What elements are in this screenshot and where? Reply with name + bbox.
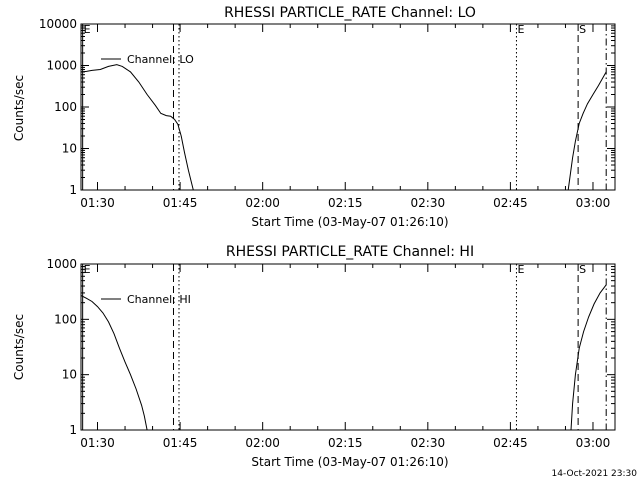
panel-0-marker-letter: E xyxy=(84,23,91,36)
panel-0-ytick-label: 10 xyxy=(62,142,77,156)
panel-hi-xlabel: Start Time (03-May-07 01:26:10) xyxy=(251,455,448,469)
panel-1-xtick-label: 02:00 xyxy=(245,436,280,450)
panel-1-ytick-label: 1 xyxy=(69,423,77,437)
panel-0-ytick-label: 1 xyxy=(69,183,77,197)
panel-1-xtick-label: 02:45 xyxy=(493,436,528,450)
panel-0-ytick-label: 1000 xyxy=(46,59,77,73)
panel-0-xtick-label: 02:45 xyxy=(493,196,528,210)
panel-1-series-line xyxy=(80,295,148,431)
panel-1-legend-label: Channel: HI xyxy=(127,293,191,306)
panel-1-xtick-label: 01:45 xyxy=(163,436,198,450)
panel-0-series-line xyxy=(567,71,607,191)
panel-0-ytick-label: 10000 xyxy=(39,17,77,31)
panel-lo-title: RHESSI PARTICLE_RATE Channel: LO xyxy=(224,5,476,21)
footer-timestamp: 14-Oct-2021 23:30 xyxy=(552,469,638,479)
panel-lo-ylabel: Counts/sec xyxy=(12,75,26,141)
panel-1-xtick-label: 02:15 xyxy=(328,436,363,450)
panel-hi: RHESSI PARTICLE_RATE Channel: HI Start T… xyxy=(12,244,616,469)
panel-0-ytick-label: 100 xyxy=(54,100,77,114)
panel-0-marker-letter: S xyxy=(579,23,586,36)
panel-0-xtick-label: 02:30 xyxy=(411,196,446,210)
panel-hi-ylabel: Counts/sec xyxy=(12,314,26,380)
panel-1-marker-letter: E xyxy=(517,263,524,276)
panel-0-marker-letter: E xyxy=(517,23,524,36)
panel-1-frame xyxy=(80,263,616,431)
panel-0-frame xyxy=(80,23,616,191)
panel-hi-title: RHESSI PARTICLE_RATE Channel: HI xyxy=(226,244,474,260)
panel-0-xtick-label: 01:30 xyxy=(80,196,115,210)
panel-lo: RHESSI PARTICLE_RATE Channel: LO Start T… xyxy=(12,5,616,229)
panel-0-series-line xyxy=(80,64,194,191)
panel-0-legend-label: Channel: LO xyxy=(127,53,194,66)
panel-0-xtick-label: 03:00 xyxy=(576,196,611,210)
panel-1-ytick-label: 10 xyxy=(62,368,77,382)
panel-0-xtick-label: 02:15 xyxy=(328,196,363,210)
panel-0-xtick-label: 01:45 xyxy=(163,196,198,210)
panel-lo-xlabel: Start Time (03-May-07 01:26:10) xyxy=(251,215,448,229)
panel-1-marker-letter: E xyxy=(84,263,91,276)
panel-1-series-line xyxy=(570,284,607,431)
panel-0-xtick-label: 02:00 xyxy=(245,196,280,210)
panel-1-ytick-label: 1000 xyxy=(46,257,77,271)
panel-1-xtick-label: 02:30 xyxy=(411,436,446,450)
panel-1-ytick-label: 100 xyxy=(54,312,77,326)
panel-1-xtick-label: 01:30 xyxy=(80,436,115,450)
panel-1-marker-letter: S xyxy=(579,263,586,276)
panel-1-xtick-label: 03:00 xyxy=(576,436,611,450)
